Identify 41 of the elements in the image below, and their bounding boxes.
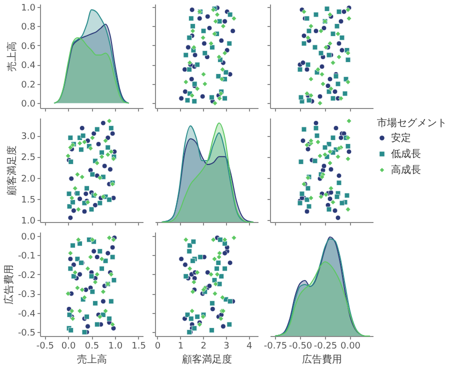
y-tick-label: 0.0 [21,100,36,110]
x-tick-label: 1.5 [132,342,146,352]
x-tick-label: 0.00 [340,342,361,352]
x-tick-label: 0 [154,342,161,352]
x-tick-label: 0.5 [84,342,100,352]
y-tick-label: -0.3 [18,290,36,300]
legend-label: 低成長 [391,148,421,160]
y-axis-title: 売上高 [6,42,18,72]
legend-label: 安定 [391,132,411,144]
y-tick-label: 0.2 [21,80,36,90]
y-axis-title: 顧客満足度 [6,146,18,196]
y-tick-label: 0.6 [21,42,36,52]
x-tick-label: 0.0 [61,342,76,352]
y-axis-title: 広告費用 [2,264,15,304]
x-axis-title: 顧客満足度 [182,354,232,366]
x-tick-label: 1 [178,342,184,352]
x-axis-title: 広告費用 [302,354,342,366]
y-tick-label: -0.1 [18,252,36,262]
y-tick-label: 0.0 [21,232,36,242]
y-tick-label: 0.8 [21,22,36,33]
x-tick-label: 2 [200,342,206,352]
x-tick-label: 1.0 [108,342,123,352]
x-tick-label: -0.75 [264,342,288,352]
x-axis-title: 売上高 [77,354,107,366]
y-tick-label: 3.0 [21,132,36,142]
y-tick-label: -0.2 [18,270,36,281]
x-tick-label: -0.5 [36,342,54,352]
y-tick-label: -0.4 [18,309,36,320]
x-tick-label: 4 [246,342,252,352]
x-tick-label: -0.50 [288,342,312,352]
y-tick-label: 1.0 [21,3,36,14]
y-tick-label: 1.5 [21,195,36,206]
legend-label: 高成長 [391,164,421,176]
y-tick-label: 2.0 [21,174,36,184]
y-tick-label: 0.4 [21,61,36,72]
y-tick-label: 1.0 [21,216,36,226]
x-tick-label: -0.25 [314,342,338,352]
legend-title: 市場セグメント [377,117,447,129]
y-tick-label: 2.5 [21,153,36,164]
x-tick-label: 3 [224,342,230,352]
y-tick-label: -0.5 [18,328,36,339]
